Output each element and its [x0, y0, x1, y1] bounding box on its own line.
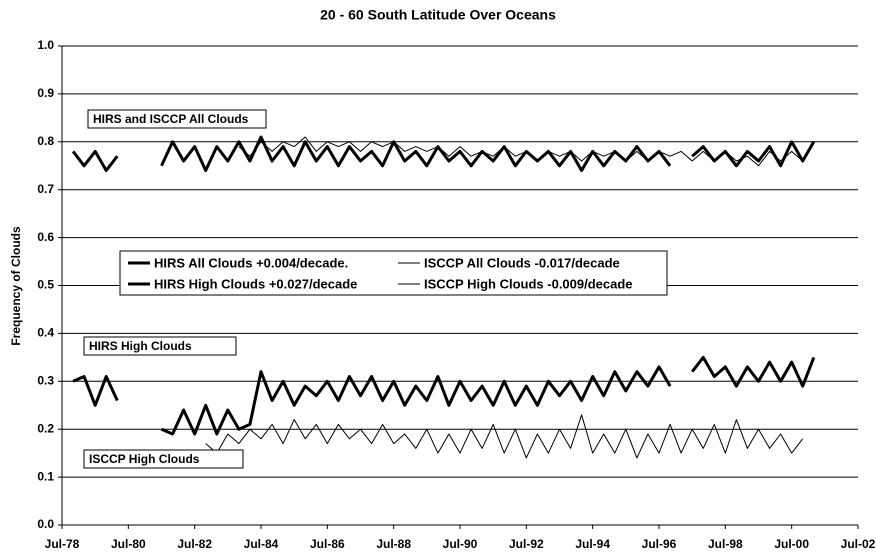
y-tick-label: 0.2 [37, 421, 54, 435]
annotation-box [83, 336, 237, 356]
annotation: HIRS and ISCCP All Clouds [93, 112, 249, 126]
y-axis-label: Frequency of Clouds [9, 226, 23, 346]
series-line [72, 355, 816, 436]
annotation: HIRS High Clouds [89, 339, 192, 353]
y-tick-label: 0.1 [37, 469, 54, 483]
x-tick-label: Jul-90 [443, 537, 478, 551]
legend-label: ISCCP High Clouds -0.009/decade [424, 276, 633, 291]
annotation-box [87, 109, 267, 129]
legend-label: HIRS High Clouds +0.027/decade [154, 276, 357, 291]
y-tick-label: 0.6 [37, 230, 54, 244]
x-tick-label: Jul-92 [509, 537, 544, 551]
series-line [71, 135, 816, 172]
x-tick-label: Jul-78 [45, 537, 80, 551]
x-tick-label: Jul-00 [774, 537, 809, 551]
y-tick-label: 0.0 [37, 517, 54, 531]
x-tick-label: Jul-96 [642, 537, 677, 551]
x-tick-label: Jul-02 [841, 537, 876, 551]
y-tick-label: 0.5 [37, 278, 54, 292]
series-line [205, 414, 804, 459]
y-tick-label: 0.3 [37, 373, 54, 387]
x-tick-label: Jul-84 [244, 537, 279, 551]
x-tick-label: Jul-94 [575, 537, 610, 551]
y-tick-label: 0.9 [37, 86, 54, 100]
x-tick-label: Jul-88 [376, 537, 411, 551]
chart-title: 20 - 60 South Latitude Over Oceans [320, 7, 556, 23]
y-tick-label: 0.8 [37, 134, 54, 148]
annotation-box [83, 449, 244, 469]
series-line [238, 136, 804, 167]
legend-box [119, 250, 668, 296]
y-tick-label: 0.7 [37, 182, 54, 196]
x-tick-label: Jul-98 [708, 537, 743, 551]
legend-label: ISCCP All Clouds -0.017/decade [424, 255, 620, 270]
legend-label: HIRS All Clouds +0.004/decade. [154, 255, 348, 270]
y-tick-label: 1.0 [37, 38, 54, 52]
annotation: ISCCP High Clouds [89, 452, 200, 466]
y-tick-label: 0.4 [37, 326, 54, 340]
x-tick-label: Jul-82 [177, 537, 212, 551]
x-tick-label: Jul-86 [310, 537, 345, 551]
x-tick-label: Jul-80 [111, 537, 146, 551]
